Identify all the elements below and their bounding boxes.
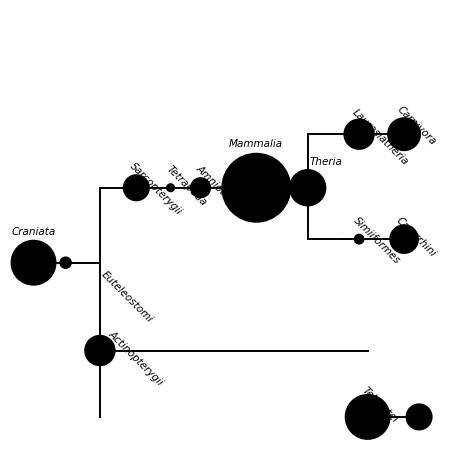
Text: Actinopterygii: Actinopterygii	[106, 328, 165, 387]
Text: Euteleostomi: Euteleostomi	[99, 269, 155, 324]
Circle shape	[124, 175, 149, 201]
Text: Carnivora: Carnivora	[395, 104, 438, 147]
Text: Craniata: Craniata	[11, 227, 55, 237]
Text: Teleostei: Teleostei	[360, 385, 400, 425]
Circle shape	[346, 395, 390, 439]
Circle shape	[290, 170, 326, 206]
Circle shape	[60, 257, 71, 268]
Text: Laurasiatheria: Laurasiatheria	[350, 108, 410, 168]
Text: Amniota: Amniota	[194, 164, 232, 201]
Circle shape	[11, 240, 56, 285]
Text: Sarcopterygii: Sarcopterygii	[128, 161, 184, 218]
Circle shape	[355, 235, 364, 244]
Circle shape	[388, 118, 420, 150]
Circle shape	[167, 184, 174, 191]
Circle shape	[222, 154, 291, 222]
Text: Catarrhini: Catarrhini	[395, 215, 438, 258]
Text: Mammalia: Mammalia	[229, 139, 283, 149]
Text: Tetrapoda: Tetrapoda	[164, 164, 208, 208]
Circle shape	[344, 119, 374, 149]
Circle shape	[191, 178, 210, 198]
Circle shape	[406, 404, 432, 430]
Text: Theria: Theria	[310, 157, 343, 167]
Text: Simiiformes: Simiiformes	[351, 215, 402, 265]
Circle shape	[85, 336, 115, 365]
Circle shape	[390, 225, 418, 253]
